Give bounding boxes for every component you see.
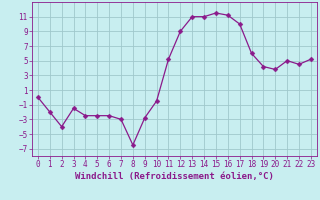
X-axis label: Windchill (Refroidissement éolien,°C): Windchill (Refroidissement éolien,°C) — [75, 172, 274, 181]
